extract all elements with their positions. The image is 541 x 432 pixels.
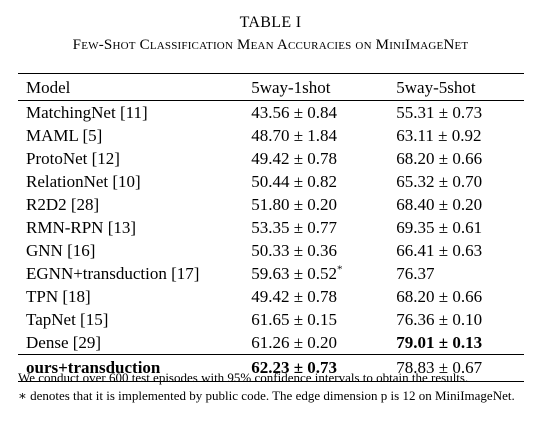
table-row: TapNet [15] 61.65 ± 0.15 76.36 ± 0.10 xyxy=(18,308,524,331)
five-shot-cell: 76.36 ± 0.10 xyxy=(396,310,483,329)
five-shot-cell: 65.32 ± 0.70 xyxy=(396,172,483,191)
five-shot-cell: 78.83 ± 0.67 xyxy=(396,358,483,377)
five-shot-cell: 66.41 ± 0.63 xyxy=(396,241,483,260)
model-cell: TPN [18] xyxy=(26,287,91,306)
ours-model-cell: ours+transduction xyxy=(26,358,161,377)
one-shot-cell: 49.42 ± 0.78 xyxy=(251,287,338,306)
table-number: TABLE I xyxy=(239,14,302,31)
one-shot-cell: 48.70 ± 1.84 xyxy=(251,126,338,145)
table-row: ProtoNet [12] 49.42 ± 0.78 68.20 ± 0.66 xyxy=(18,147,524,170)
model-cell: MAML [5] xyxy=(26,126,103,145)
five-shot-cell: 68.20 ± 0.66 xyxy=(396,287,483,306)
table-row: MatchingNet [11] 43.56 ± 0.84 55.31 ± 0.… xyxy=(18,101,524,125)
five-shot-cell: 55.31 ± 0.73 xyxy=(396,103,483,122)
five-shot-cell: 68.40 ± 0.20 xyxy=(396,195,483,214)
model-cell: ProtoNet [12] xyxy=(26,149,120,168)
table-footnote: We conduct over 600 test episodes with 9… xyxy=(18,369,526,405)
model-cell: MatchingNet [11] xyxy=(26,103,148,122)
one-shot-cell: 61.65 ± 0.15 xyxy=(251,310,338,329)
table-row: Dense [29] 61.26 ± 0.20 79.01 ± 0.13 xyxy=(18,331,524,355)
header-model: Model xyxy=(26,78,71,97)
five-shot-cell: 63.11 ± 0.92 xyxy=(396,126,482,145)
one-shot-cell: 50.33 ± 0.36 xyxy=(251,241,338,260)
one-shot-cell: 49.42 ± 0.78 xyxy=(251,149,338,168)
one-shot-cell: 51.80 ± 0.20 xyxy=(251,195,338,214)
five-shot-cell: 76.37 xyxy=(396,264,435,283)
table-row: R2D2 [28] 51.80 ± 0.20 68.40 ± 0.20 xyxy=(18,193,524,216)
one-shot-cell: 59.63 ± 0.52* xyxy=(251,262,396,285)
table-row: TPN [18] 49.42 ± 0.78 68.20 ± 0.66 xyxy=(18,285,524,308)
best-one-shot-cell: 62.23 ± 0.73 xyxy=(251,358,338,377)
model-cell: Dense [29] xyxy=(26,333,102,352)
results-table-container: Model 5way-1shot 5way-5shot MatchingNet … xyxy=(18,73,524,382)
model-cell: TapNet [15] xyxy=(26,310,109,329)
one-shot-cell: 43.56 ± 0.84 xyxy=(251,103,338,122)
table-title: Few-Shot Classification Mean Accuracies … xyxy=(72,37,469,53)
model-cell: RMN-RPN [13] xyxy=(26,218,137,237)
ours-row: ours+transduction 62.23 ± 0.73 78.83 ± 0… xyxy=(18,354,524,382)
model-cell: RelationNet [10] xyxy=(26,172,141,191)
public-code-asterisk: * xyxy=(337,263,343,276)
five-shot-cell: 69.35 ± 0.61 xyxy=(396,218,483,237)
table-row: MAML [5] 48.70 ± 1.84 63.11 ± 0.92 xyxy=(18,124,524,147)
header-row: Model 5way-1shot 5way-5shot xyxy=(18,73,524,101)
five-shot-cell: 68.20 ± 0.66 xyxy=(396,149,483,168)
results-table: Model 5way-1shot 5way-5shot MatchingNet … xyxy=(18,73,524,382)
one-shot-value: 59.63 ± 0.52 xyxy=(251,264,338,283)
one-shot-cell: 61.26 ± 0.20 xyxy=(251,333,338,352)
one-shot-cell: 50.44 ± 0.82 xyxy=(251,172,338,191)
table-row: RelationNet [10] 50.44 ± 0.82 65.32 ± 0.… xyxy=(18,170,524,193)
table-header: Model 5way-1shot 5way-5shot xyxy=(18,73,524,101)
model-cell: GNN [16] xyxy=(26,241,96,260)
table-body: MatchingNet [11] 43.56 ± 0.84 55.31 ± 0.… xyxy=(18,101,524,382)
footnote-line-2: ∗ denotes that it is implemented by publ… xyxy=(18,388,515,403)
footnote-line-1: We conduct over 600 test episodes with 9… xyxy=(18,370,469,385)
header-5way-1shot: 5way-1shot xyxy=(251,78,331,97)
table-row: RMN-RPN [13] 53.35 ± 0.77 69.35 ± 0.61 xyxy=(18,216,524,239)
one-shot-cell: 53.35 ± 0.77 xyxy=(251,218,338,237)
model-cell: R2D2 [28] xyxy=(26,195,100,214)
model-cell: EGNN+transduction [17] xyxy=(26,264,200,283)
header-5way-5shot: 5way-5shot xyxy=(396,78,476,97)
best-five-shot-cell: 79.01 ± 0.13 xyxy=(396,333,483,352)
table-row: GNN [16] 50.33 ± 0.36 66.41 ± 0.63 xyxy=(18,239,524,262)
table-row: EGNN+transduction [17] 59.63 ± 0.52* 76.… xyxy=(18,262,524,285)
